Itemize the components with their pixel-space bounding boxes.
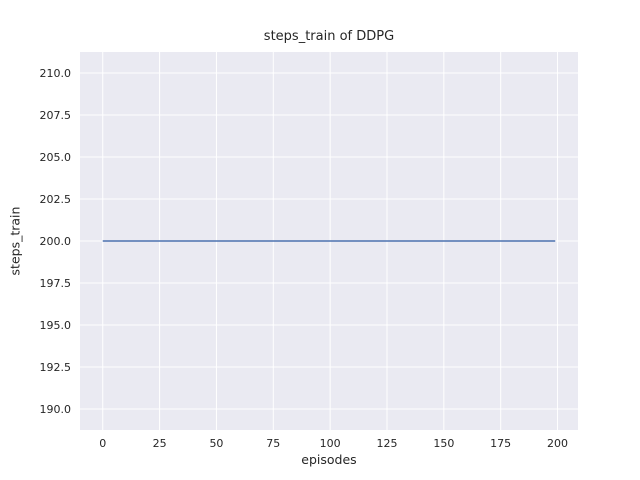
- x-tick-label: 150: [433, 437, 454, 450]
- y-tick-label: 195.0: [40, 319, 72, 332]
- chart-title: steps_train of DDPG: [263, 29, 395, 44]
- x-tick-label: 25: [153, 437, 167, 450]
- y-tick-label: 197.5: [40, 277, 72, 290]
- y-tick-label: 205.0: [40, 151, 72, 164]
- x-tick-label: 75: [266, 437, 280, 450]
- x-tick-label: 0: [99, 437, 106, 450]
- y-tick-label: 192.5: [40, 361, 72, 374]
- y-tick-label: 210.0: [40, 67, 72, 80]
- y-tick-label: 207.5: [40, 109, 72, 122]
- y-tick-label: 190.0: [40, 403, 72, 416]
- x-axis-label: episodes: [301, 452, 357, 467]
- x-tick-label: 200: [547, 437, 568, 450]
- x-tick-label: 175: [490, 437, 511, 450]
- x-tick-label: 50: [209, 437, 223, 450]
- x-tick-label: 125: [376, 437, 397, 450]
- y-axis-label: steps_train: [7, 206, 23, 276]
- y-tick-label: 202.5: [40, 193, 72, 206]
- y-tick-label: 200.0: [40, 235, 72, 248]
- x-tick-label: 100: [320, 437, 341, 450]
